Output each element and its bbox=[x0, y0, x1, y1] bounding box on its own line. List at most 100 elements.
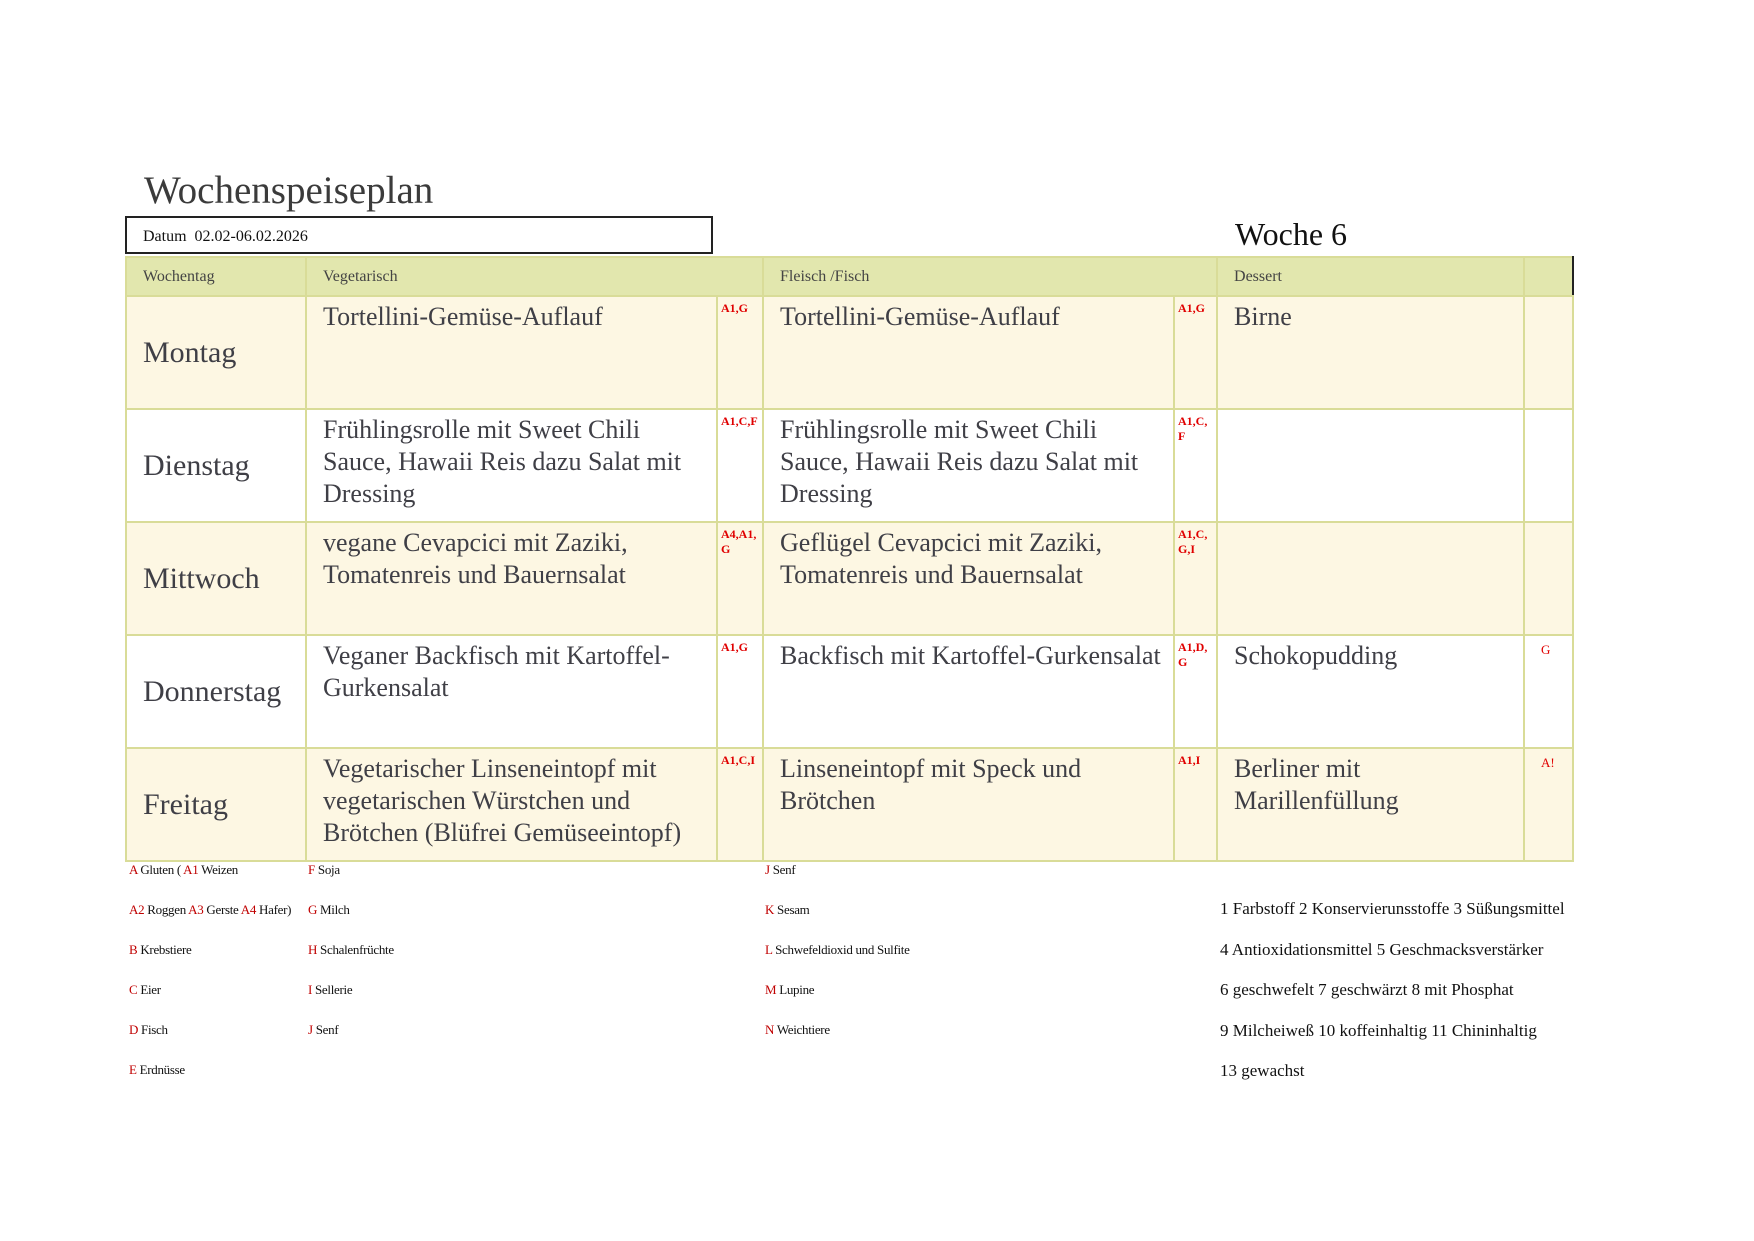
vegetarian-allergen-codes: A1,G bbox=[715, 295, 765, 410]
table-row: Dienstag Frühlingsrolle mit Sweet Chili S… bbox=[125, 408, 1575, 523]
additive-legend-line: 13 gewachst bbox=[1220, 1061, 1305, 1080]
allergen-name: Weizen bbox=[201, 862, 238, 877]
date-box: Datum 02.02-06.02.2026 bbox=[125, 216, 713, 254]
allergen-legend-item: L Schwefeldioxid und Sulfite bbox=[765, 942, 910, 958]
page-title: Wochenspeiseplan bbox=[144, 169, 434, 212]
day-cell: Donnerstag bbox=[125, 634, 307, 749]
allergen-legend-item: K Sesam bbox=[765, 902, 810, 918]
allergen-code: J bbox=[765, 862, 770, 877]
allergen-code: K bbox=[765, 902, 775, 917]
dessert-text bbox=[1234, 414, 1515, 515]
header-vegetarian: Vegetarisch bbox=[304, 256, 765, 297]
allergen-name: Erdnüsse bbox=[139, 1062, 186, 1077]
allergen-legend-item: C Eier bbox=[129, 982, 161, 998]
allergen-code: A2 bbox=[129, 902, 145, 917]
vegetarian-dish: Frühlingsrolle mit Sweet Chili Sauce, Ha… bbox=[305, 408, 718, 523]
allergen-code: J bbox=[308, 1022, 313, 1037]
allergen-code: A bbox=[129, 862, 138, 877]
vegetarian-allergen-codes: A1,C,F bbox=[715, 408, 765, 523]
vegetarian-dish-text: Veganer Backfisch mit Kartoffel-Gurkensa… bbox=[323, 641, 670, 702]
allergen-name: Roggen bbox=[147, 902, 186, 917]
day-cell: Montag bbox=[125, 295, 307, 410]
vegetarian-allergen-codes: A1,G bbox=[715, 634, 765, 749]
dessert-allergen-codes: G bbox=[1523, 634, 1575, 749]
allergen-legend-item: J Senf bbox=[308, 1022, 339, 1038]
allergen-legend-item: B Krebstiere bbox=[129, 942, 192, 958]
dessert-allergen-codes bbox=[1523, 521, 1575, 636]
date-label: Datum bbox=[143, 228, 187, 245]
meat-dish: Geflügel Cevapcici mit Zaziki, Tomatenre… bbox=[762, 521, 1176, 636]
allergen-name: Sellerie bbox=[314, 982, 353, 997]
allergen-code: G bbox=[308, 902, 318, 917]
header-dessert-codes bbox=[1523, 256, 1575, 297]
allergen-name: Sesam bbox=[777, 902, 810, 917]
allergen-name: Hafer) bbox=[259, 902, 292, 917]
allergen-legend-item: D Fisch bbox=[129, 1022, 168, 1038]
allergen-code: L bbox=[765, 942, 773, 957]
dessert: Birne bbox=[1216, 295, 1526, 410]
allergen-code: N bbox=[765, 1022, 775, 1037]
table-row: Donnerstag Veganer Backfisch mit Kartoffe… bbox=[125, 634, 1575, 749]
table-row: Montag Tortellini-Gemüse-Auflauf A1,G Torte… bbox=[125, 295, 1575, 410]
allergen-legend-item: J Senf bbox=[765, 862, 796, 878]
day-cell: Freitag bbox=[125, 747, 307, 862]
allergen-code: H bbox=[308, 942, 318, 957]
header-day: Wochentag bbox=[125, 256, 307, 297]
table-row: Mittwoch vegane Cevapcici mit Zaziki, Tom… bbox=[125, 521, 1575, 636]
dessert: Schokopudding bbox=[1216, 634, 1526, 749]
meat-dish: Backfisch mit Kartoffel-Gurkensalat bbox=[762, 634, 1176, 749]
additive-legend-line: 4 Antioxidationsmittel 5 Geschmacksverst… bbox=[1220, 939, 1544, 959]
allergen-name: Gluten ( bbox=[140, 862, 181, 877]
dessert-text: Birne bbox=[1234, 302, 1292, 331]
allergen-legend-item: I Sellerie bbox=[308, 982, 353, 998]
allergen-code: D bbox=[129, 1022, 139, 1037]
header-meat-fish: Fleisch /Fisch bbox=[762, 256, 1219, 297]
allergen-name: Fisch bbox=[141, 1022, 168, 1037]
meat-dish: Tortellini-Gemüse-Auflauf bbox=[762, 295, 1176, 410]
allergen-legend-item: E Erdnüsse bbox=[129, 1062, 185, 1078]
meat-dish-text: Tortellini-Gemüse-Auflauf bbox=[780, 302, 1060, 331]
meat-allergen-codes: A1,C, F bbox=[1173, 408, 1219, 523]
dessert-text bbox=[1234, 527, 1515, 628]
meat-allergen-codes: A1,D, G bbox=[1173, 634, 1219, 749]
vegetarian-dish-text: Frühlingsrolle mit Sweet Chili Sauce, Ha… bbox=[323, 415, 682, 508]
allergen-legend-item: A2 Roggen A3 Gerste A4 Hafer) bbox=[129, 902, 291, 918]
allergen-name: Soja bbox=[317, 862, 340, 877]
table-row: Freitag Vegetarischer Linseneintopf mit v… bbox=[125, 747, 1575, 862]
vegetarian-allergen-codes: A1,C,I bbox=[715, 747, 765, 862]
vegetarian-dish: Vegetarischer Linseneintopf mit vegetari… bbox=[305, 747, 718, 862]
allergen-legend-item: A Gluten ( A1 Weizen bbox=[129, 862, 238, 878]
allergen-name: Eier bbox=[140, 982, 161, 997]
header-dessert: Dessert bbox=[1216, 256, 1526, 297]
vegetarian-dish-text: Vegetarischer Linseneintopf mit vegetari… bbox=[323, 754, 682, 847]
meat-allergen-codes: A1,G bbox=[1173, 295, 1219, 410]
day-cell: Mittwoch bbox=[125, 521, 307, 636]
date-value: 02.02-06.02.2026 bbox=[194, 228, 308, 245]
allergen-name: Schalenfrüchte bbox=[320, 942, 394, 957]
allergen-name: Senf bbox=[315, 1022, 339, 1037]
allergen-name: Schwefeldioxid und Sulfite bbox=[775, 942, 910, 957]
vegetarian-dish: Veganer Backfisch mit Kartoffel-Gurkensa… bbox=[305, 634, 718, 749]
dessert bbox=[1216, 521, 1526, 636]
vegetarian-dish: vegane Cevapcici mit Zaziki, Tomatenreis… bbox=[305, 521, 718, 636]
menu-table: Wochentag Vegetarisch Fleisch /Fisch Des… bbox=[125, 256, 1575, 862]
allergen-name: Lupine bbox=[779, 982, 815, 997]
allergen-code: A4 bbox=[240, 902, 257, 917]
meat-dish: Frühlingsrolle mit Sweet Chili Sauce, Ha… bbox=[762, 408, 1176, 523]
day-cell: Dienstag bbox=[125, 408, 307, 523]
dessert: Berliner mit Marillenfüllung bbox=[1216, 747, 1526, 862]
meat-allergen-codes: A1,C, G,I bbox=[1173, 521, 1219, 636]
dessert-text: Schokopudding bbox=[1234, 641, 1398, 670]
allergen-legend-item: N Weichtiere bbox=[765, 1022, 830, 1038]
meat-dish: Linseneintopf mit Speck und Brötchen bbox=[762, 747, 1176, 862]
week-label: Woche 6 bbox=[1235, 216, 1348, 252]
allergen-code: F bbox=[308, 862, 315, 877]
allergen-legend-item: G Milch bbox=[308, 902, 350, 918]
allergen-code: B bbox=[129, 942, 138, 957]
dessert-text: Berliner mit Marillenfüllung bbox=[1234, 754, 1399, 815]
allergen-name: Senf bbox=[772, 862, 796, 877]
vegetarian-dish-text: vegane Cevapcici mit Zaziki, Tomatenreis… bbox=[323, 528, 628, 589]
header-row: Wochentag Vegetarisch Fleisch /Fisch Des… bbox=[125, 256, 1575, 297]
allergen-name: Gerste bbox=[206, 902, 239, 917]
meat-dish-text: Backfisch mit Kartoffel-Gurkensalat bbox=[780, 641, 1161, 670]
